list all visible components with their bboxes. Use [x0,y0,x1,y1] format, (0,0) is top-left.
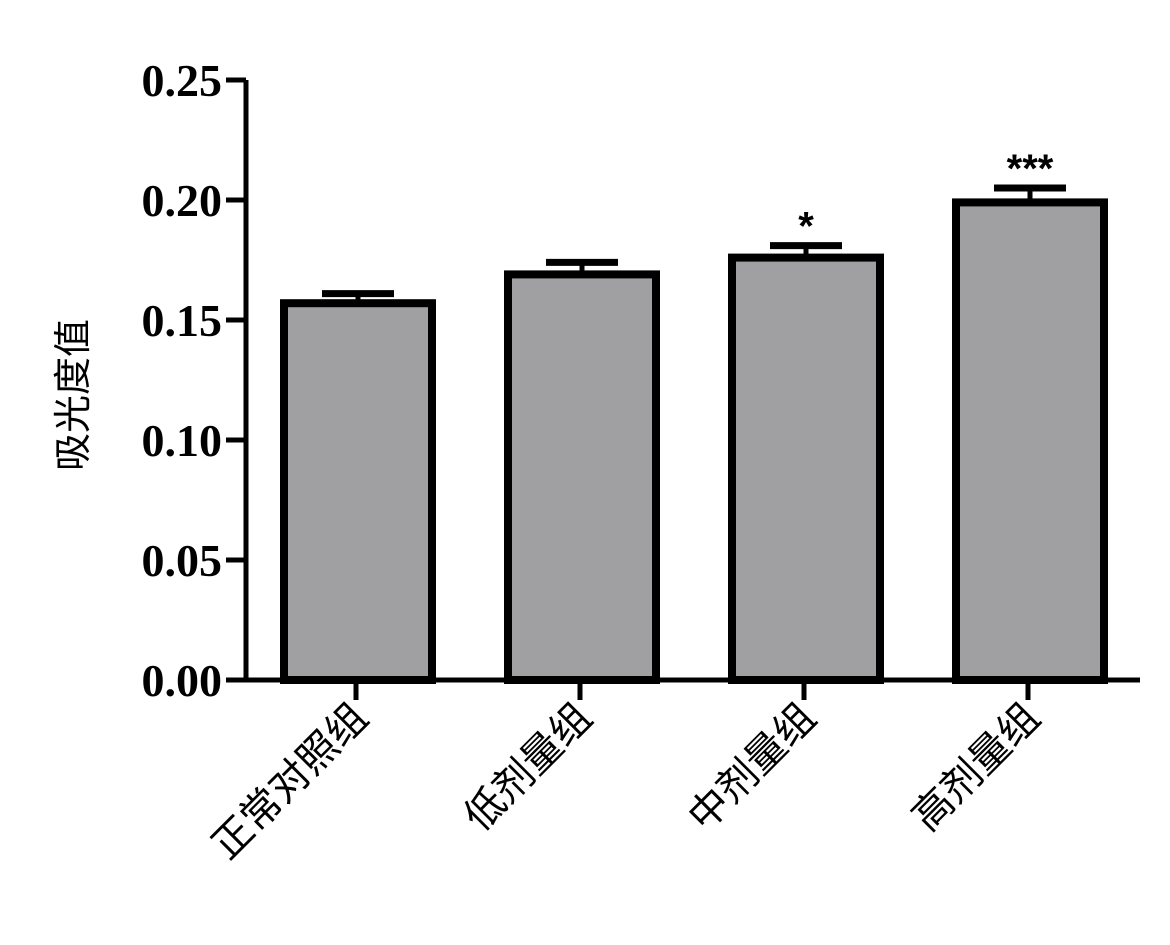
bar [728,253,884,684]
y-tick-label: 0.00 [142,655,223,706]
bar [952,198,1108,684]
significance-marker: *** [1007,147,1054,191]
x-tick-label: 低剂量组 [455,695,601,841]
x-tick-label: 中剂量组 [679,695,825,841]
y-tick-label: 0.05 [142,535,223,586]
y-tick-label: 0.10 [142,415,223,466]
y-tick-label: 0.25 [142,55,223,106]
y-tick-label: 0.20 [142,175,223,226]
significance-marker: * [798,205,814,249]
y-axis: 0.00 0.05 0.10 0.15 0.20 0.25 [142,55,249,706]
bar [280,299,436,684]
bar [504,270,660,684]
y-axis-label: 吸光度值 [51,319,95,471]
x-tick-label: 正常对照组 [203,695,377,869]
x-axis: 正常对照组 低剂量组 中剂量组 高剂量组 [203,677,1140,869]
x-tick-label: 高剂量组 [903,695,1049,841]
bars-group: **** [280,147,1108,684]
y-tick-label: 0.15 [142,295,223,346]
